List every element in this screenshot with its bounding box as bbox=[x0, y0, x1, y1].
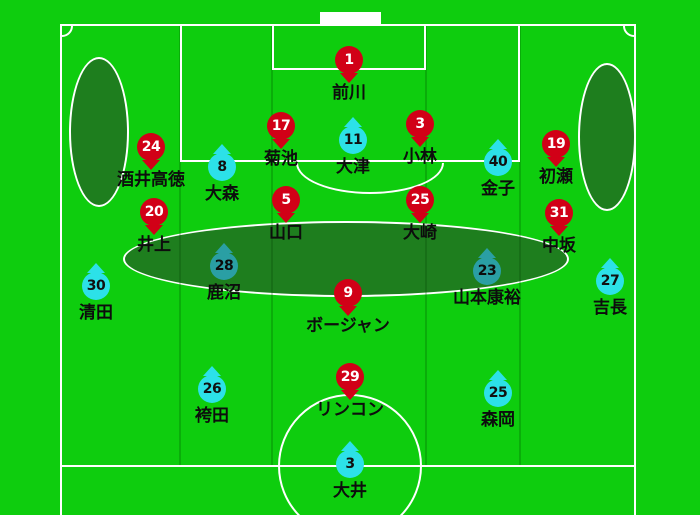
lane-line-3 bbox=[425, 26, 427, 466]
goal bbox=[320, 12, 381, 25]
player-number-badge: 30 bbox=[82, 272, 110, 300]
shaded-zone-right bbox=[578, 63, 636, 211]
direction-pointer-icon bbox=[601, 258, 619, 268]
player-name-label: 前川 bbox=[332, 83, 366, 103]
player-name-label: 山口 bbox=[269, 223, 303, 243]
direction-pointer-icon bbox=[339, 306, 357, 316]
player-name-label: 大崎 bbox=[403, 223, 437, 243]
shaded-zone-left bbox=[69, 57, 129, 207]
player-number-badge: 24 bbox=[137, 133, 165, 161]
pitch-boundary bbox=[60, 24, 636, 515]
direction-pointer-icon bbox=[344, 117, 362, 127]
player-name-label: 中坂 bbox=[542, 236, 576, 256]
direction-pointer-icon bbox=[203, 366, 221, 376]
player-name-label: 吉長 bbox=[593, 298, 627, 318]
player-number-badge: 27 bbox=[596, 267, 624, 295]
player-number-badge: 8 bbox=[208, 153, 236, 181]
player-number-badge: 9 bbox=[334, 279, 362, 307]
player-name-label: ボージャン bbox=[306, 316, 390, 336]
player-number-badge: 25 bbox=[406, 186, 434, 214]
direction-pointer-icon bbox=[340, 73, 358, 83]
penalty-arc bbox=[294, 163, 446, 195]
direction-pointer-icon bbox=[341, 390, 359, 400]
player-number-badge: 20 bbox=[140, 198, 168, 226]
player-number-badge: 19 bbox=[542, 130, 570, 158]
player-name-label: 清田 bbox=[79, 303, 113, 323]
direction-pointer-icon bbox=[272, 139, 290, 149]
player-name-label: 山本康裕 bbox=[453, 288, 521, 308]
direction-pointer-icon bbox=[213, 144, 231, 154]
corner-arc-right bbox=[622, 26, 634, 38]
direction-pointer-icon bbox=[550, 226, 568, 236]
player-number-badge: 23 bbox=[473, 257, 501, 285]
player-name-label: 森岡 bbox=[481, 410, 515, 430]
player-name-label: 袴田 bbox=[195, 406, 229, 426]
player-number-badge: 40 bbox=[484, 148, 512, 176]
player-number-badge: 3 bbox=[336, 450, 364, 478]
player-number-badge: 3 bbox=[406, 110, 434, 138]
penalty-area bbox=[180, 24, 520, 162]
player-number-badge: 5 bbox=[272, 186, 300, 214]
direction-pointer-icon bbox=[547, 157, 565, 167]
player-number-badge: 25 bbox=[484, 379, 512, 407]
direction-pointer-icon bbox=[215, 243, 233, 253]
direction-pointer-icon bbox=[489, 370, 507, 380]
player-number-badge: 31 bbox=[545, 199, 573, 227]
player-number-badge: 1 bbox=[335, 46, 363, 74]
player-number-badge: 17 bbox=[267, 112, 295, 140]
player-name-label: 井上 bbox=[137, 235, 171, 255]
direction-pointer-icon bbox=[87, 263, 105, 273]
player-number-badge: 28 bbox=[210, 252, 238, 280]
direction-pointer-icon bbox=[478, 248, 496, 258]
direction-pointer-icon bbox=[277, 213, 295, 223]
direction-pointer-icon bbox=[142, 160, 160, 170]
lane-line-2 bbox=[271, 26, 273, 466]
player-name-label: 酒井高徳 bbox=[117, 170, 185, 190]
player-name-label: 小林 bbox=[403, 147, 437, 167]
lane-line-4 bbox=[519, 26, 521, 466]
player-name-label: リンコン bbox=[316, 400, 384, 420]
player-name-label: 大井 bbox=[333, 481, 367, 501]
direction-pointer-icon bbox=[411, 137, 429, 147]
player-number-badge: 11 bbox=[339, 126, 367, 154]
player-name-label: 大津 bbox=[336, 157, 370, 177]
player-name-label: 初瀬 bbox=[539, 167, 573, 187]
player-name-label: 金子 bbox=[481, 179, 515, 199]
player-name-label: 大森 bbox=[205, 184, 239, 204]
corner-arc-left bbox=[62, 26, 74, 38]
player-name-label: 菊池 bbox=[264, 149, 298, 169]
direction-pointer-icon bbox=[489, 139, 507, 149]
lane-line-1 bbox=[179, 26, 181, 466]
player-number-badge: 26 bbox=[198, 375, 226, 403]
direction-pointer-icon bbox=[145, 225, 163, 235]
player-number-badge: 29 bbox=[336, 363, 364, 391]
player-name-label: 鹿沼 bbox=[207, 283, 241, 303]
direction-pointer-icon bbox=[411, 213, 429, 223]
direction-pointer-icon bbox=[341, 441, 359, 451]
